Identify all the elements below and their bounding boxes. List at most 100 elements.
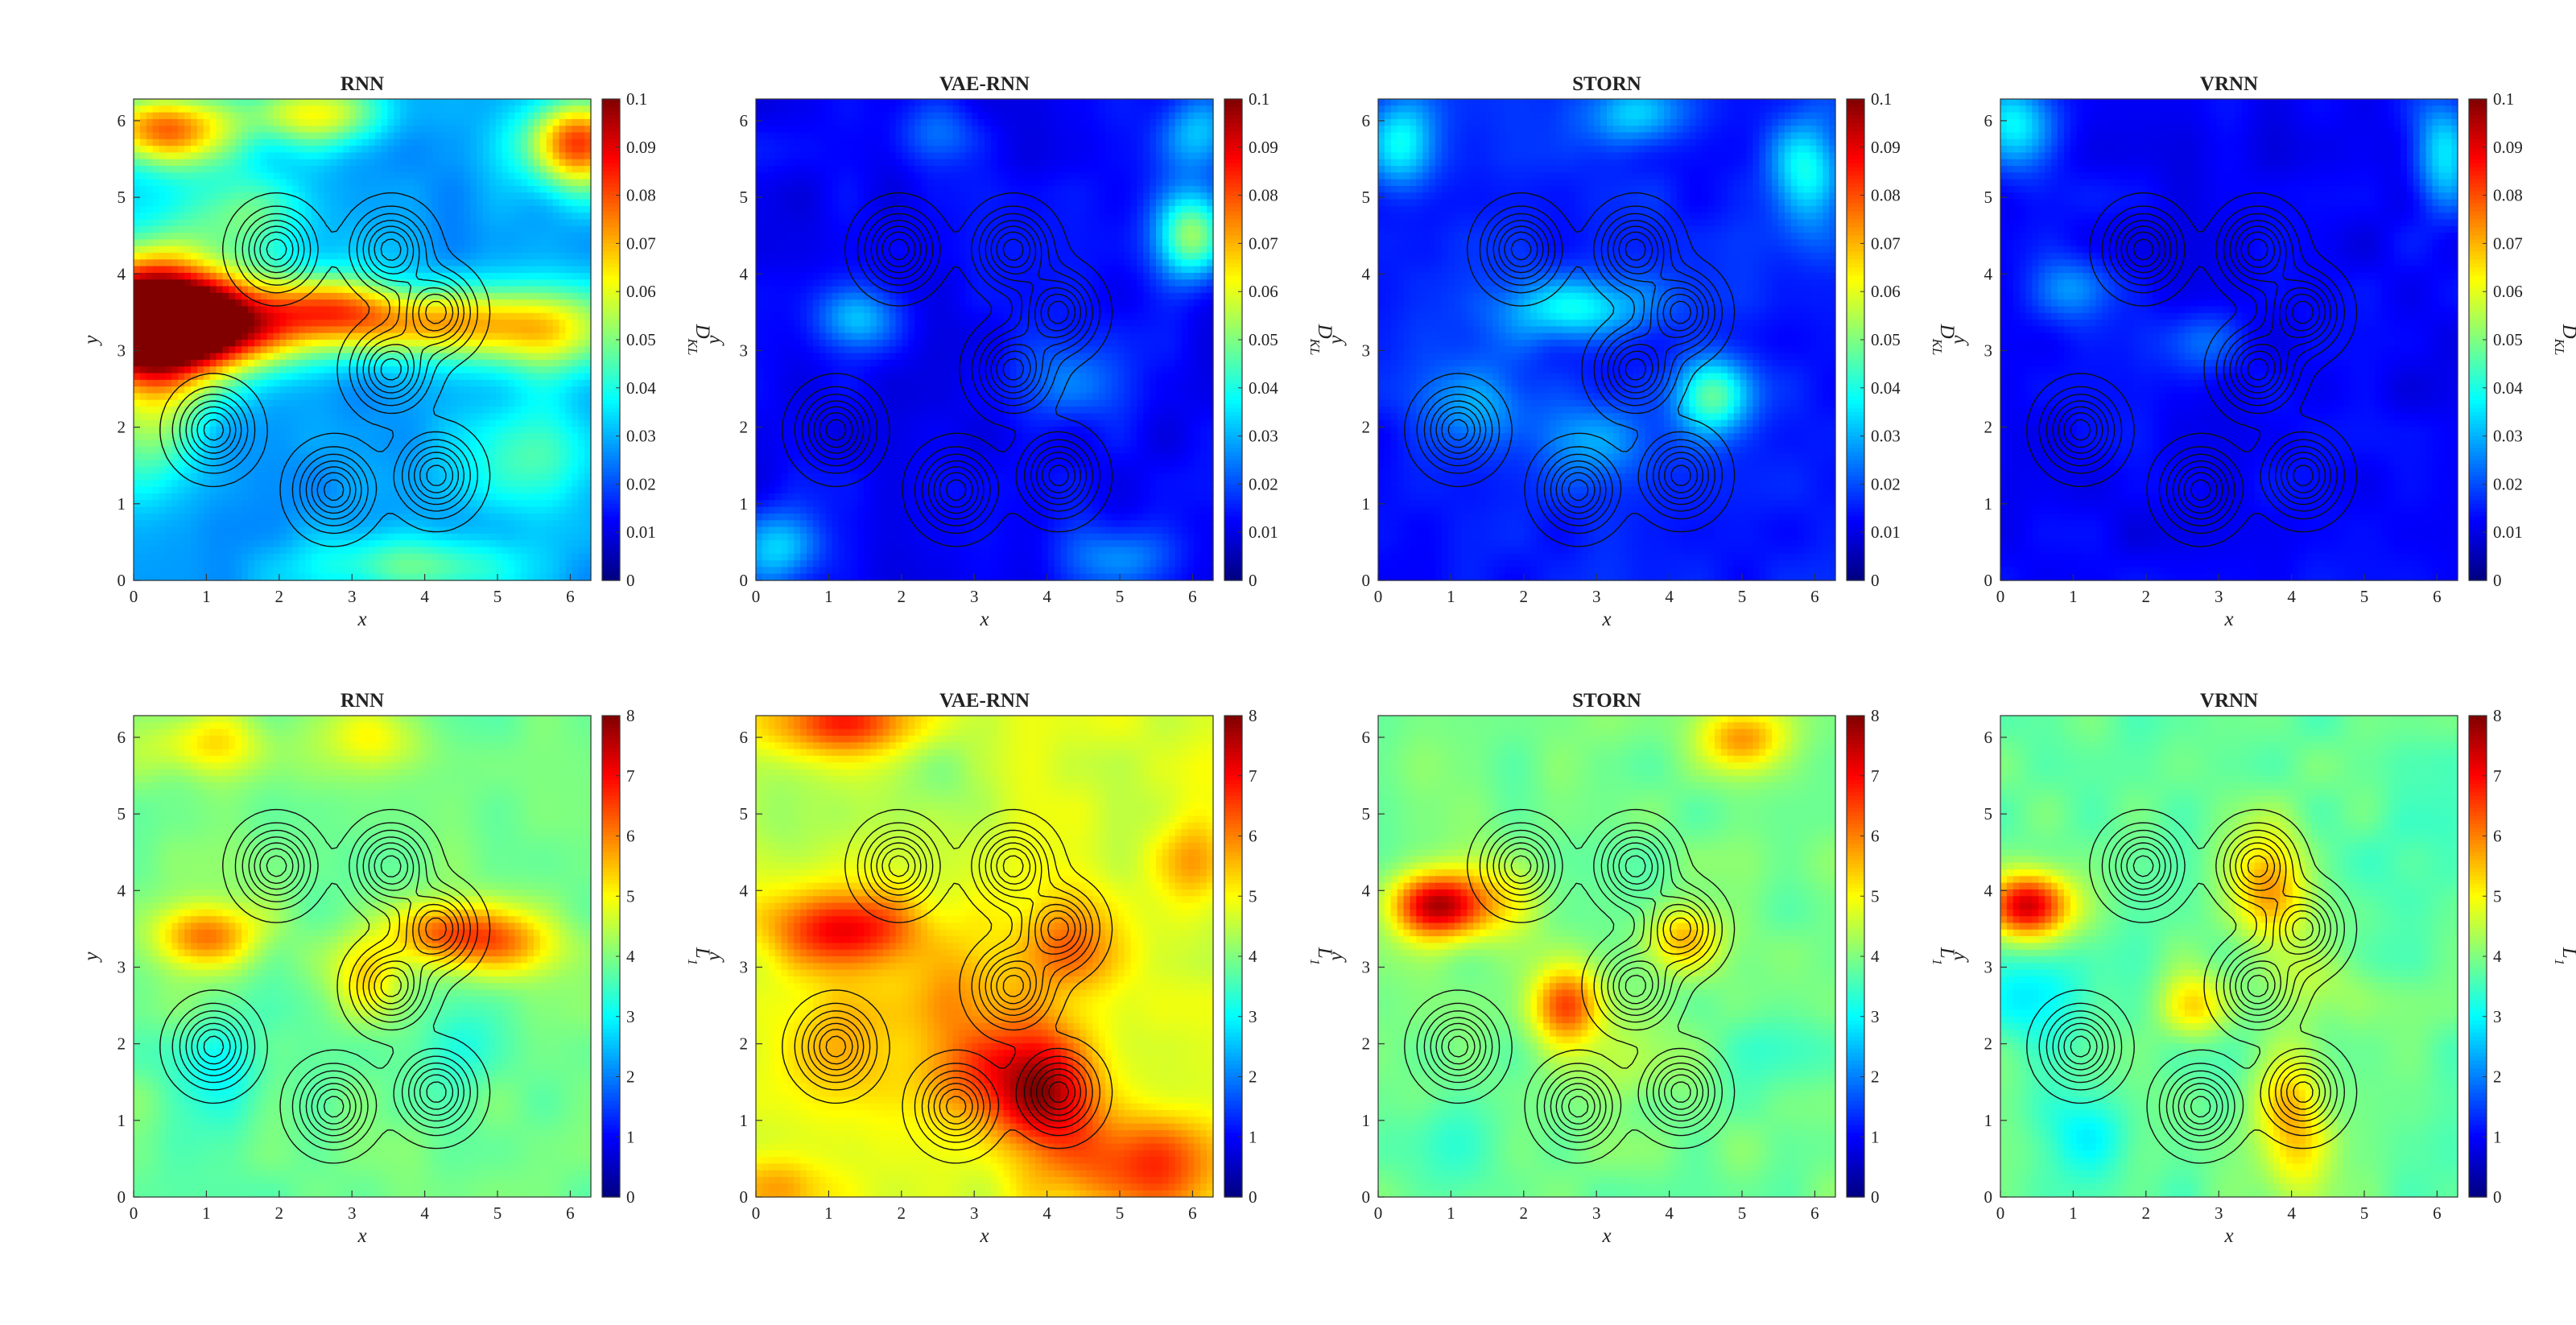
- colorbar-tick-label: 0.01: [1249, 522, 1278, 542]
- y-tick-label: 1: [118, 494, 126, 514]
- colorbar-tick-label: 0.06: [1249, 282, 1278, 301]
- x-tick-label: 3: [1592, 1203, 1601, 1223]
- y-tick-label: 5: [1984, 804, 1993, 823]
- colorbar: 0 0.01 0.02 0.03 0.04 0.05 0.06 0.07 0.08 0.09 0.1…: [601, 89, 714, 590]
- colorbar-label: L1: [2553, 947, 2576, 965]
- plot-frame: [755, 715, 1214, 1198]
- colorbar-label: L1: [686, 947, 714, 965]
- y-axis-label: y: [1947, 335, 1969, 347]
- y-axis-label: y: [80, 335, 102, 347]
- y-tick-label: 5: [1362, 188, 1371, 207]
- x-tick-label: 6: [566, 1203, 575, 1223]
- colorbar-tick-label: 0.07: [1249, 233, 1278, 253]
- colorbar-tick-label: 0.09: [1871, 138, 1901, 157]
- x-tick-label: 6: [1188, 1203, 1197, 1223]
- plot-frame: [755, 98, 1214, 581]
- y-tick-label: 2: [740, 418, 749, 437]
- y-tick-label: 5: [118, 188, 126, 207]
- contour-lines: [2026, 192, 2358, 547]
- x-tick-label: 4: [1665, 587, 1674, 606]
- y-tick-label: 4: [118, 881, 126, 900]
- colorbar-tick-label: 0.04: [2493, 378, 2523, 398]
- x-tick-label: 5: [1116, 1203, 1125, 1223]
- colorbar-tick-label: 6: [626, 827, 635, 846]
- colorbar-tick-label: 0: [2493, 1187, 2502, 1207]
- x-tick-label: 2: [2142, 1203, 2151, 1223]
- y-tick-label: 2: [1362, 1034, 1371, 1054]
- contour-lines: [1404, 192, 1736, 547]
- colorbar-tick-label: 0.01: [626, 522, 656, 542]
- colorbar-tick-label: 0.05: [1249, 330, 1278, 349]
- colorbar-tick-label: 0.07: [1871, 233, 1901, 253]
- colorbar-label: L1: [1308, 947, 1336, 965]
- x-tick-label: 4: [1042, 587, 1051, 606]
- colorbar-label: DKL: [1930, 324, 1959, 356]
- heatmap-field: [1378, 99, 1836, 581]
- contour-lines: [159, 808, 491, 1164]
- y-tick-label: 6: [740, 728, 749, 747]
- x-tick-label: 3: [970, 1203, 979, 1223]
- y-tick-label: 3: [1984, 341, 1993, 360]
- x-axis-label: x: [357, 609, 366, 630]
- colorbar-tick-label: 0: [1871, 1187, 1880, 1207]
- colorbar-tick-label: 6: [1249, 827, 1257, 846]
- x-tick-label: 0: [130, 587, 138, 606]
- colorbar-tick-label: 0.1: [1249, 89, 1269, 109]
- panel-title: RNN: [341, 73, 384, 95]
- y-tick-label: 0: [1984, 1187, 1993, 1207]
- y-tick-label: 6: [1984, 728, 1993, 747]
- y-tick-label: 3: [1362, 341, 1371, 360]
- y-axis-label: y: [1947, 951, 1969, 964]
- x-tick-label: 1: [2069, 587, 2078, 606]
- y-tick-label: 1: [1362, 494, 1371, 514]
- y-tick-label: 1: [1984, 494, 1993, 514]
- x-tick-label: 5: [493, 587, 502, 606]
- x-tick-label: 3: [348, 1203, 357, 1223]
- y-tick-label: 6: [1362, 728, 1371, 747]
- colorbar-tick-label: 4: [1249, 947, 1257, 966]
- colorbar-tick-label: 2: [1249, 1067, 1257, 1087]
- x-tick-label: 2: [2142, 587, 2151, 606]
- y-tick-label: 6: [740, 111, 749, 130]
- colorbar-tick-label: 0.08: [1871, 186, 1901, 205]
- contour-lines: [782, 192, 1113, 547]
- colorbar-tick-label: 2: [626, 1067, 635, 1087]
- plot-frame: [2000, 98, 2458, 581]
- x-tick-label: 2: [1520, 587, 1529, 606]
- y-tick-label: 0: [1362, 1187, 1371, 1207]
- colorbar-tick-label: 7: [2493, 766, 2502, 786]
- x-tick-label: 4: [1665, 1203, 1674, 1223]
- x-tick-label: 4: [2287, 1203, 2296, 1223]
- x-tick-label: 2: [1520, 1203, 1529, 1223]
- panel-title: STORN: [1572, 690, 1641, 712]
- colorbar-tick-label: 5: [2493, 886, 2502, 906]
- colorbar-tick-label: 8: [2493, 706, 2502, 725]
- y-tick-label: 5: [1984, 188, 1993, 207]
- panel-4: 0 1 2 3 4 5 6 0 1 2 3 4 5 6 VRNN x y 0 0.01 0.02 0.03 0.04 0.0…: [1947, 73, 2576, 630]
- y-tick-label: 4: [1362, 881, 1371, 900]
- y-tick-label: 1: [740, 494, 749, 514]
- x-tick-label: 5: [1738, 1203, 1747, 1223]
- y-tick-label: 0: [118, 1187, 126, 1207]
- x-axis-label: x: [1601, 1225, 1611, 1247]
- y-tick-label: 5: [118, 804, 126, 823]
- colorbar-tick-label: 4: [1871, 947, 1880, 966]
- x-tick-label: 1: [202, 1203, 211, 1223]
- colorbar-tick-label: 0.02: [1871, 474, 1901, 493]
- colorbar-tick-label: 1: [1871, 1127, 1880, 1146]
- x-tick-label: 0: [1996, 587, 2005, 606]
- panel-6: 0 1 2 3 4 5 6 0 1 2 3 4 5 6 VAE-RNN x y 0 1 2 3 4 5 6 7 8 L1: [703, 690, 1335, 1247]
- colorbar: 0 0.01 0.02 0.03 0.04 0.05 0.06 0.07 0.08 0.09 0.1…: [2468, 89, 2576, 590]
- x-tick-label: 5: [1116, 587, 1125, 606]
- colorbar-label: DKL: [686, 324, 714, 356]
- x-axis-label: x: [2223, 1225, 2233, 1247]
- x-tick-label: 6: [1188, 587, 1197, 606]
- x-tick-label: 6: [2433, 587, 2442, 606]
- y-tick-label: 6: [118, 728, 126, 747]
- x-tick-label: 1: [202, 587, 211, 606]
- heatmap-field: [2000, 716, 2458, 1198]
- y-axis-label: y: [703, 951, 724, 964]
- colorbar: 0 1 2 3 4 5 6 7 8 L1: [601, 706, 714, 1207]
- x-tick-label: 0: [752, 1203, 761, 1223]
